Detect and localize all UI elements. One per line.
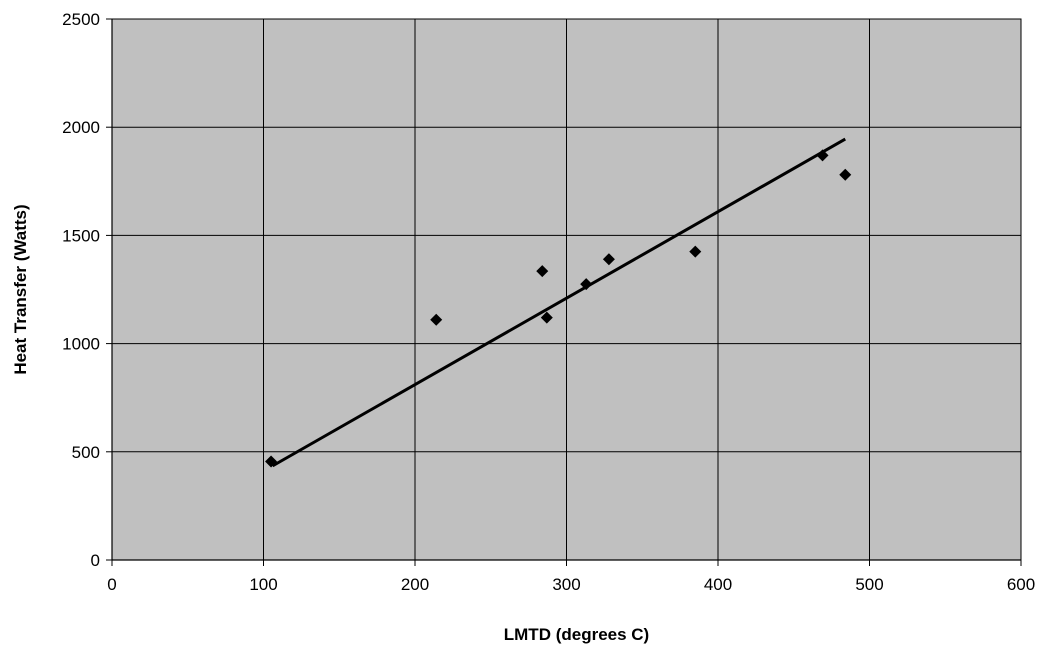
y-tick-label: 1000 [62, 335, 100, 354]
x-axis-title: LMTD (degrees C) [504, 625, 649, 644]
x-tick-label: 600 [1007, 575, 1035, 594]
x-tick-label: 300 [552, 575, 580, 594]
data-point [602, 253, 615, 266]
data-point [536, 265, 549, 278]
gridlines [112, 19, 1021, 560]
y-tick-label: 0 [91, 551, 100, 570]
y-tick-label: 2000 [62, 118, 100, 137]
x-tick-label: 100 [249, 575, 277, 594]
data-markers [265, 149, 852, 468]
tick-labels: 0 100 200 300 400 500 600 0 500 1000 1500 2000 2500 [62, 10, 1035, 594]
x-tick-label: 0 [107, 575, 116, 594]
x-tick-label: 400 [704, 575, 732, 594]
x-tick-label: 200 [401, 575, 429, 594]
y-tick-label: 2500 [62, 10, 100, 29]
y-tick-label: 500 [72, 443, 100, 462]
data-point [689, 245, 702, 258]
x-tick-label: 500 [855, 575, 883, 594]
data-point [580, 278, 593, 291]
y-axis-title: Heat Transfer (Watts) [11, 204, 30, 374]
data-point [816, 149, 829, 162]
axes [106, 18, 1022, 566]
data-point [839, 168, 852, 181]
y-tick-label: 1500 [62, 226, 100, 245]
data-point [430, 313, 443, 326]
data-point [265, 455, 278, 468]
data-point [540, 311, 553, 324]
trendline [271, 137, 847, 468]
